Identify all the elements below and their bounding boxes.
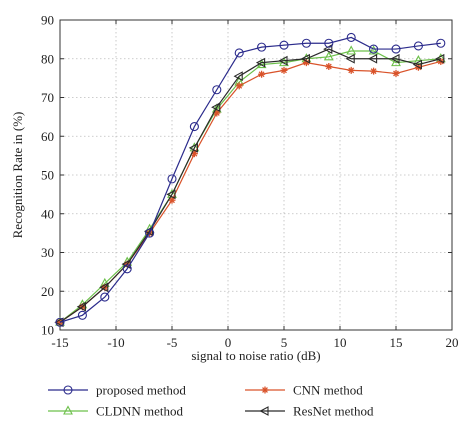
data-point	[76, 301, 86, 312]
data-point	[55, 317, 65, 327]
x-tick-label: 10	[334, 335, 347, 350]
data-point	[233, 71, 243, 82]
data-point	[258, 70, 266, 78]
legend: proposed method CNN method CLDNN method Res…	[48, 383, 374, 419]
x-tick-label: 0	[225, 335, 232, 350]
data-point	[325, 63, 333, 70]
data-point	[345, 53, 355, 64]
data-point	[347, 66, 355, 74]
data-point	[261, 386, 269, 394]
data-point	[280, 66, 288, 74]
data-point	[168, 196, 176, 204]
x-tick-label: -10	[107, 335, 124, 350]
data-point	[211, 102, 221, 113]
data-point	[63, 405, 73, 415]
y-tick-label: 30	[41, 245, 54, 260]
y-tick-label: 70	[41, 90, 54, 105]
data-point	[279, 40, 289, 50]
data-point-stroke	[262, 387, 268, 393]
data-point-stroke	[191, 150, 198, 157]
data-point	[166, 189, 176, 200]
data-point	[391, 44, 401, 54]
y-tick-label: 40	[41, 206, 54, 221]
data-point	[390, 53, 400, 64]
data-point-stroke	[370, 68, 377, 75]
legend-label: CNN method	[293, 383, 363, 398]
data-point-stroke	[169, 197, 175, 204]
data-point	[234, 48, 244, 58]
x-tick-label: -15	[51, 335, 68, 350]
data-point-stroke	[325, 63, 332, 70]
data-point	[301, 38, 311, 48]
data-point-stroke	[303, 59, 310, 66]
data-point	[255, 57, 266, 68]
data-point	[392, 69, 400, 77]
data-point	[54, 317, 64, 328]
data-point	[436, 38, 446, 48]
data-point-stroke	[281, 67, 287, 74]
data-point	[257, 42, 267, 52]
y-tick-label: 20	[41, 284, 54, 299]
legend-item: ResNet method	[245, 404, 374, 419]
legend-label: proposed method	[96, 383, 186, 398]
legend-label: ResNet method	[293, 404, 374, 419]
data-point	[413, 41, 423, 51]
series-proposed-method	[55, 32, 446, 327]
data-point-stroke	[236, 82, 243, 89]
x-tick-label: 5	[281, 335, 288, 350]
data-point-stroke	[348, 67, 355, 74]
data-point	[302, 59, 310, 67]
x-tick-label: -5	[167, 335, 178, 350]
y-tick-label: 60	[41, 129, 54, 144]
data-point	[324, 38, 334, 48]
grid	[60, 20, 452, 330]
data-point	[188, 142, 198, 153]
data-point	[122, 264, 132, 274]
y-tick-label: 90	[41, 13, 54, 28]
y-tick-label: 50	[41, 168, 54, 183]
y-axis-label: Recognition Rate in (%)	[10, 112, 25, 239]
x-tick-label: 15	[390, 335, 403, 350]
data-point	[370, 67, 378, 75]
x-axis-label: signal to noise ratio (dB)	[191, 348, 320, 363]
x-tick-label: 20	[446, 335, 459, 350]
data-point	[413, 55, 424, 65]
y-tick-label: 80	[41, 51, 54, 66]
data-point	[435, 53, 445, 64]
data-point	[100, 292, 110, 302]
data-point	[368, 45, 379, 55]
data-point	[99, 282, 109, 293]
data-point	[77, 310, 87, 320]
data-point	[145, 228, 155, 238]
legend-item: CLDNN method	[48, 404, 184, 419]
data-point-stroke	[258, 71, 265, 78]
data-point	[367, 53, 378, 64]
y-tick-label: 10	[41, 323, 54, 338]
data-point	[63, 385, 73, 395]
data-point	[369, 44, 379, 54]
data-point	[235, 82, 243, 90]
legend-item: CNN method	[245, 383, 363, 398]
data-point	[346, 32, 356, 42]
data-point-stroke	[393, 70, 399, 77]
data-point-stroke	[213, 110, 220, 116]
data-point	[212, 85, 222, 95]
data-point	[300, 53, 310, 64]
data-point	[167, 174, 177, 184]
data-point	[412, 59, 422, 70]
legend-item: proposed method	[48, 383, 186, 398]
data-point	[323, 51, 334, 61]
data-point	[346, 45, 357, 55]
data-point	[189, 122, 199, 132]
data-point	[278, 55, 288, 66]
legend-label: CLDNN method	[96, 404, 184, 419]
data-point	[259, 406, 269, 416]
